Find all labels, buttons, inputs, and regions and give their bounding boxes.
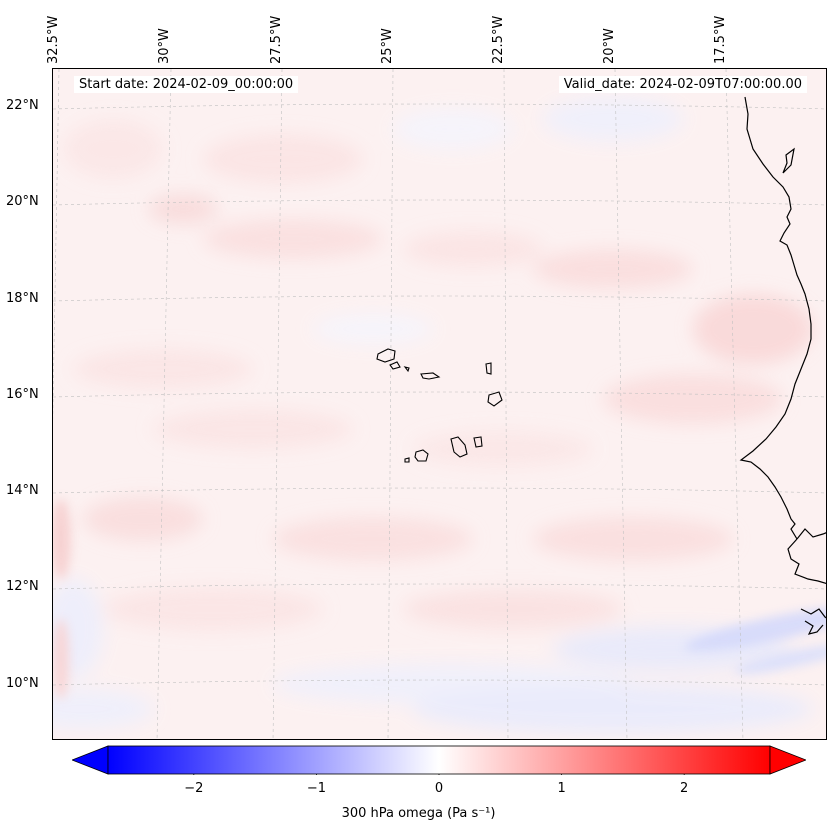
island-santiago xyxy=(450,436,468,458)
lat-label-22n: 22°N xyxy=(6,98,39,113)
lat-label-20n: 20°N xyxy=(6,194,39,209)
gridline-lat-12n xyxy=(53,583,826,590)
colorbar-tick-label-3: 1 xyxy=(557,781,566,796)
gridline-lat-16n xyxy=(53,391,826,398)
gridline-lat-14n xyxy=(53,487,826,494)
lon-label-30w: 30°W xyxy=(157,28,172,64)
gridline-lon-30w xyxy=(156,69,172,739)
lat-label-12n: 12°N xyxy=(6,579,39,594)
lon-label-25w: 25°W xyxy=(380,28,395,64)
gridline-lon-17-5w xyxy=(725,69,744,739)
omega-field xyxy=(53,69,826,739)
island-sao-nicolau xyxy=(420,372,441,380)
coast-banc-darguin xyxy=(782,147,795,174)
gridline-lat-18n xyxy=(53,295,826,302)
coast-guinea-bissau xyxy=(787,538,826,585)
colorbar-tick-label-1: −1 xyxy=(306,781,326,796)
lat-label-14n: 14°N xyxy=(6,483,39,498)
gridlines xyxy=(53,69,826,739)
colorbar xyxy=(70,745,808,779)
island-santo-antao xyxy=(376,348,396,363)
gridline-lon-22-5w xyxy=(503,69,509,739)
colorbar-gradient xyxy=(107,745,771,775)
island-boa-vista xyxy=(487,391,503,407)
lon-label-17-5w: 17.5°W xyxy=(713,15,728,64)
gridline-lat-20n xyxy=(53,199,826,206)
cape-verde-islands xyxy=(376,348,503,463)
lon-label-32-5w: 32.5°W xyxy=(46,15,61,64)
lon-label-22-5w: 22.5°W xyxy=(491,15,506,64)
coast-guinea xyxy=(800,608,826,619)
island-santa-luzia xyxy=(403,366,410,373)
lon-label-20w: 20°W xyxy=(602,28,617,64)
colorbar-tick-label-2: 0 xyxy=(434,781,444,796)
colorbar-tick-label-4: 2 xyxy=(680,781,689,796)
island-maio xyxy=(473,436,483,448)
colorbar-extend-max xyxy=(769,745,808,775)
map-canvas xyxy=(53,69,826,739)
coast-mauritania-senegal xyxy=(739,96,812,540)
gridline-lon-27-5w xyxy=(272,69,283,739)
valid-date-label: Valid_date: 2024-02-09T07:00:00.00 xyxy=(558,76,807,93)
lat-label-16n: 16°N xyxy=(6,387,39,402)
colorbar-tick-labels: −2 −1 0 1 2 xyxy=(72,781,806,801)
island-sao-vicente xyxy=(389,361,401,370)
gridline-lat-10n xyxy=(53,679,826,686)
lat-label-18n: 18°N xyxy=(6,291,39,306)
island-fogo xyxy=(414,449,429,462)
coast-islands-bijagos xyxy=(804,620,824,635)
colorbar-tick-label-0: −2 xyxy=(184,781,204,796)
coastline xyxy=(739,96,826,635)
island-brava xyxy=(404,457,410,463)
island-sal xyxy=(485,362,492,375)
coast-gambia xyxy=(796,528,826,540)
map-panel xyxy=(52,68,827,740)
colorbar-label: 300 hPa omega (Pa s⁻¹) xyxy=(341,806,496,821)
colorbar-svg xyxy=(70,745,808,779)
gridline-lat-22n xyxy=(53,103,826,110)
gridline-lon-20w xyxy=(614,69,628,739)
lon-label-27-5w: 27.5°W xyxy=(269,15,284,64)
start-date-label: Start date: 2024-02-09_00:00:00 xyxy=(74,76,299,93)
colorbar-extend-min xyxy=(70,745,109,775)
gridline-lon-25w xyxy=(387,69,394,739)
lat-label-10n: 10°N xyxy=(6,676,39,691)
